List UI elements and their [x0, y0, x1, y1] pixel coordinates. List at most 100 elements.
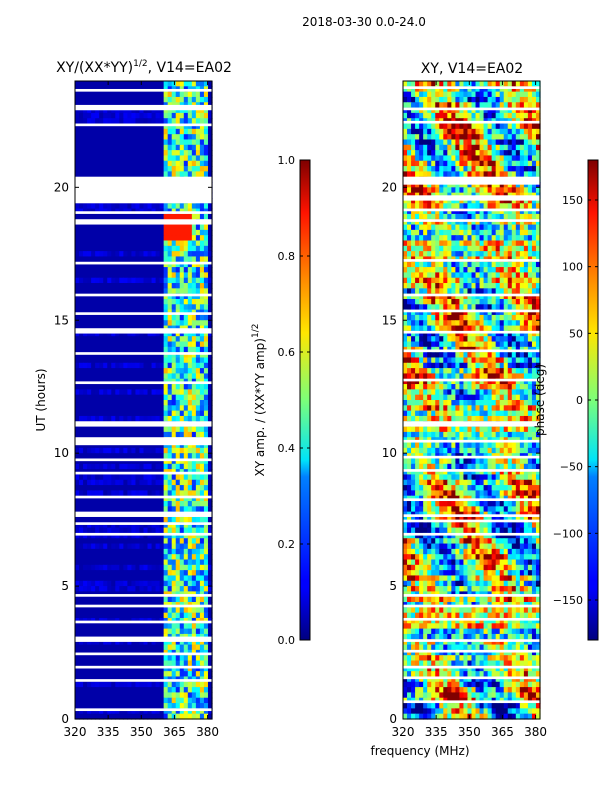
heat-cell	[87, 485, 92, 491]
heat-cell	[95, 91, 100, 98]
heat-cell	[183, 272, 189, 279]
heat-cell	[199, 554, 205, 561]
heat-cell	[119, 580, 124, 587]
heat-cell	[203, 665, 209, 672]
heat-cell	[87, 314, 92, 321]
heat-cell	[135, 458, 141, 465]
heat-cell	[415, 187, 420, 194]
heat-cell	[103, 485, 108, 491]
heat-cell	[175, 150, 181, 157]
heat-cell	[459, 187, 465, 194]
heat-cell	[87, 240, 92, 247]
heat-cell	[79, 655, 84, 662]
heat-cell	[79, 91, 84, 98]
heat-cell	[119, 91, 124, 98]
heat-cell	[119, 522, 124, 529]
heat-cell	[187, 442, 193, 449]
heat-cell	[131, 112, 137, 119]
heat-cell	[167, 575, 173, 582]
heat-cell	[143, 240, 149, 247]
heat-cell	[199, 410, 205, 417]
heat-cell	[99, 655, 104, 662]
heat-cell	[143, 474, 149, 481]
heat-cell	[195, 304, 201, 311]
heat-cell	[111, 81, 116, 87]
heat-cell	[487, 203, 493, 210]
heat-cell	[79, 453, 84, 460]
heat-cell	[511, 187, 517, 194]
colorbar-tick-label: 0.6	[278, 346, 296, 359]
heat-cell	[155, 368, 161, 375]
heat-cell	[123, 596, 128, 603]
heat-cell	[135, 703, 141, 709]
heat-cell	[115, 623, 120, 630]
heat-cell	[123, 527, 128, 534]
heat-cell	[91, 575, 96, 582]
heat-cell	[79, 155, 84, 162]
heat-cell	[423, 208, 428, 215]
heat-cell	[127, 362, 133, 369]
heat-cell	[407, 160, 412, 167]
heat-cell	[159, 463, 165, 470]
heat-cell	[435, 96, 440, 103]
heat-cell	[171, 394, 177, 401]
heat-cell	[199, 155, 205, 162]
heat-cell	[155, 251, 161, 258]
heat-cell	[191, 336, 197, 343]
heat-cell	[447, 182, 452, 188]
heat-cell	[139, 426, 145, 433]
heat-cell	[163, 671, 169, 678]
heat-cell	[179, 447, 185, 454]
heat-cell	[443, 171, 448, 178]
heat-cell	[203, 628, 209, 635]
heat-cell	[527, 203, 533, 210]
heat-cell	[151, 548, 157, 555]
heat-cell	[119, 703, 124, 709]
heat-cell	[499, 107, 505, 114]
heat-cell	[115, 128, 120, 135]
heat-cell	[203, 612, 209, 619]
heat-cell	[75, 527, 80, 534]
heat-cell	[87, 692, 92, 699]
heat-cell	[175, 559, 181, 566]
heat-cell	[179, 522, 185, 529]
heat-cell	[123, 373, 128, 380]
heat-cell	[139, 431, 145, 438]
heat-cell	[79, 660, 84, 667]
heat-cell	[191, 267, 197, 273]
heat-cell	[535, 139, 541, 146]
heat-cell	[191, 155, 197, 162]
heat-cell	[167, 490, 173, 497]
heat-cell	[411, 107, 416, 114]
heat-cell	[167, 298, 173, 305]
heat-cell	[199, 96, 205, 103]
heat-cell	[83, 362, 88, 369]
heat-cell	[111, 532, 116, 539]
heat-cell	[115, 463, 120, 470]
heat-cell	[435, 107, 440, 114]
heat-cell	[155, 245, 161, 252]
heat-cell	[187, 171, 193, 178]
heat-cell	[135, 692, 141, 699]
heat-cell	[91, 107, 96, 114]
heat-cell	[187, 501, 193, 507]
heat-cell	[155, 532, 161, 539]
heat-cell	[199, 283, 205, 289]
heat-cell	[107, 644, 112, 651]
heat-cell	[127, 442, 133, 449]
heat-cell	[135, 442, 141, 449]
heat-cell	[103, 410, 108, 417]
heat-cell	[183, 570, 189, 577]
gap-row	[75, 104, 212, 111]
heat-cell	[123, 96, 128, 103]
heat-cell	[119, 463, 124, 470]
heat-cell	[107, 224, 112, 231]
heat-cell	[427, 86, 432, 93]
heat-cell	[159, 203, 165, 210]
heat-cell	[203, 288, 209, 295]
heat-cell	[195, 213, 201, 220]
heat-cell	[523, 96, 529, 103]
heat-cell	[439, 128, 444, 135]
heat-cell	[127, 697, 133, 704]
heat-cell	[427, 123, 432, 130]
